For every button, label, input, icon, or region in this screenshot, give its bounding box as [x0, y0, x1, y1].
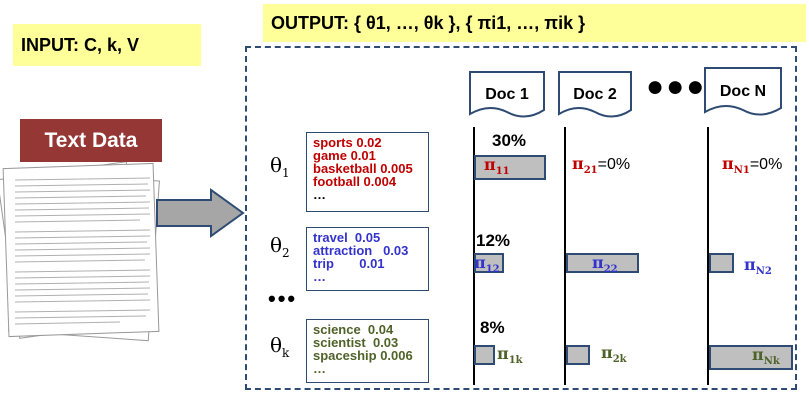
doc-2-icon [558, 71, 632, 118]
doc-1-label: Doc 1 [485, 86, 529, 103]
pi-1k-label: π1k [497, 344, 523, 367]
pi-21-label: π21=0% [572, 154, 631, 177]
coverage-bar-doc1-topic1 [474, 155, 546, 180]
pi-n2-label: πN2 [744, 255, 772, 278]
doc-2-label: Doc 2 [573, 86, 617, 103]
pi-22-label: π22 [592, 253, 618, 276]
coverage-pct-1: 30% [492, 131, 527, 150]
doc-ellipsis: ●●● [646, 70, 707, 103]
coverage-bar-docn-topic2 [709, 253, 734, 273]
doc-1-icon [469, 71, 545, 118]
coverage-pct-3: 8% [480, 318, 505, 337]
doc-n-label: Doc N [719, 83, 767, 100]
input-label: INPUT: C, k, V [13, 24, 201, 66]
doc-2-axis [564, 127, 566, 385]
topic-ellipsis: ••• [268, 286, 298, 311]
output-frame [245, 46, 797, 390]
topic-word: sports 0.02 [313, 135, 382, 150]
topic-word: football 0.004 [313, 174, 397, 189]
right-arrow-icon [156, 188, 245, 238]
output-label: OUTPUT: { θ1, …, θk }, { πi1, …, πik } [263, 4, 806, 42]
coverage-bar-doc1-topick [474, 345, 495, 365]
coverage-bar-doc1-topic2 [474, 253, 504, 273]
coverage-pct-2: 12% [476, 231, 511, 250]
topic-2-symbol: θ2 [270, 233, 290, 260]
topic-word: basketball 0.005 [313, 161, 413, 176]
topic-word: … [313, 269, 326, 284]
topic-1-symbol: θ1 [270, 153, 290, 180]
doc-n-axis [707, 127, 709, 385]
topic-word: … [313, 187, 326, 202]
topic-1-words: sports 0.02 game 0.01 basketball 0.005 f… [306, 132, 429, 212]
coverage-bar-doc2-topick [566, 345, 590, 365]
topic-k-symbol: θk [270, 333, 290, 360]
coverage-bar-doc2-topic2 [566, 253, 639, 273]
text-data-label: Text Data [20, 119, 162, 162]
topic-word: scientist 0.03 [313, 335, 399, 350]
topic-2-words: travel 0.05 attraction 0.03 trip 0.01 … [306, 227, 429, 291]
pi-12-label: π12 [474, 253, 500, 276]
topic-word: attraction 0.03 [313, 243, 409, 258]
pi-nk-label: πNk [752, 345, 780, 368]
topic-word: science 0.04 [313, 322, 394, 337]
pi-2k-label: π2k [601, 343, 627, 366]
coverage-bar-docn-topick [709, 345, 793, 370]
doc-n-icon [704, 67, 782, 116]
pi-11-label: π11 [484, 155, 510, 178]
topic-k-words: science 0.04 scientist 0.03 spaceship 0.… [306, 319, 429, 383]
pi-n1-label: πN1=0% [722, 154, 783, 177]
topic-word: travel 0.05 [313, 230, 381, 245]
topic-word: trip 0.01 [313, 256, 385, 271]
topic-word: spaceship 0.006 [313, 348, 413, 363]
topic-word: game 0.01 [313, 148, 376, 163]
topic-word: … [313, 361, 326, 376]
text-pages-illustration [0, 161, 160, 342]
